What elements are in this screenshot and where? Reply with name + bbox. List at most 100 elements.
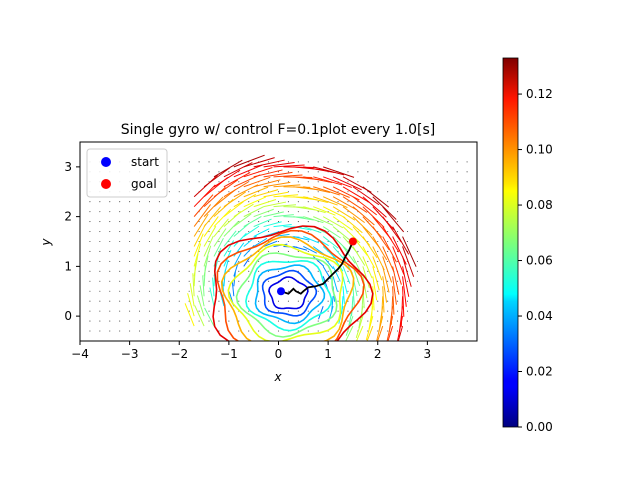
flow-arrow <box>184 303 195 327</box>
flow-arrow <box>313 196 338 206</box>
quiver-dot <box>248 191 250 193</box>
y-axis-label: y <box>39 238 53 247</box>
quiver-dot <box>168 191 170 193</box>
quiver-dot <box>178 280 180 282</box>
quiver-dot <box>307 300 309 302</box>
quiver-dot <box>258 300 260 302</box>
quiver-dot <box>109 290 111 292</box>
quiver-dot <box>198 320 200 322</box>
quiver-dot <box>406 161 409 163</box>
quiver-dot <box>228 310 230 312</box>
flow-arrow <box>243 176 271 188</box>
quiver-dot <box>347 280 349 282</box>
quiver-dot <box>148 221 151 223</box>
quiver-dot <box>307 250 309 252</box>
quiver-dot <box>258 211 260 213</box>
quiver-dot <box>387 250 389 252</box>
quiver-dot <box>168 250 170 252</box>
quiver-dot <box>297 240 299 243</box>
flow-arrow <box>342 196 368 213</box>
quiver-dot <box>436 290 438 292</box>
quiver-dot <box>406 171 409 173</box>
quiver-dot <box>119 250 121 252</box>
quiver-dot <box>317 310 319 312</box>
quiver-dot <box>287 300 289 302</box>
quiver-dot <box>466 240 468 243</box>
quiver-dot <box>89 320 91 322</box>
contour-loop <box>235 252 338 338</box>
quiver-dot <box>397 171 399 173</box>
quiver-dot <box>109 260 111 262</box>
quiver-dot <box>426 250 428 252</box>
quiver-dot <box>287 201 289 203</box>
quiver-dot <box>218 280 220 282</box>
flow-arrow <box>233 223 250 237</box>
quiver-dot <box>456 171 458 173</box>
quiver-dot <box>168 240 170 243</box>
flow-arrow <box>273 164 305 168</box>
quiver-dot <box>148 270 151 272</box>
quiver-dot <box>258 270 260 272</box>
flow-arrow <box>193 243 202 267</box>
colorbar: 0.00 0.02 0.04 0.06 0.08 0.10 0.12 <box>502 57 553 434</box>
quiver-dot <box>357 201 359 203</box>
flow-arrow <box>323 166 355 178</box>
quiver-dot <box>436 320 438 322</box>
flow-arrow <box>263 171 293 178</box>
flow-arrow <box>362 246 375 269</box>
quiver-dot <box>99 300 101 302</box>
quiver-dot <box>139 270 141 272</box>
flow-arrow <box>342 216 363 234</box>
quiver-dot <box>406 330 409 332</box>
quiver-dot <box>367 300 369 302</box>
quiver-dot <box>327 240 329 243</box>
quiver-dot <box>178 300 180 302</box>
quiver-dot <box>248 181 250 183</box>
quiver-dot <box>466 330 468 332</box>
quiver-dot <box>119 290 121 292</box>
quiver-dot <box>168 161 170 163</box>
flow-arrow <box>213 208 232 227</box>
flow-arrow <box>203 196 224 217</box>
quiver-dot <box>99 270 101 272</box>
flow-arrow <box>193 194 214 217</box>
flow-arrow <box>351 296 354 317</box>
quiver-dot <box>347 310 349 312</box>
quiver-dot <box>218 310 220 312</box>
quiver-dot <box>158 231 160 233</box>
quiver-dot <box>436 221 438 223</box>
quiver-dot <box>148 280 151 282</box>
markers-group <box>276 237 357 296</box>
quiver-dot <box>436 270 438 272</box>
quiver-dot <box>89 270 91 272</box>
quiver-dot <box>436 330 438 332</box>
flow-arrow <box>402 266 410 297</box>
flow-arrow <box>402 246 415 277</box>
quiver-dot <box>426 330 428 332</box>
quiver-dot <box>109 211 111 213</box>
flow-arrow <box>313 216 334 226</box>
quiver-dot <box>426 221 428 223</box>
colorbar-tick-label: 0.08 <box>526 198 553 212</box>
flow-arrow <box>342 286 345 304</box>
quiver-dot <box>317 161 319 163</box>
flow-arrow <box>402 286 405 317</box>
flow-arrow <box>253 218 272 228</box>
quiver-dot <box>436 231 438 233</box>
quiver-dot <box>198 280 200 282</box>
legend-start-label: start <box>131 155 159 169</box>
quiver-dot <box>307 171 309 173</box>
flow-arrow <box>303 216 324 224</box>
quiver-dot <box>377 181 379 183</box>
quiver-dot <box>466 280 468 282</box>
quiver-dot <box>248 221 250 223</box>
quiver-dot <box>139 211 141 213</box>
flow-arrow <box>362 216 383 238</box>
quiver-dot <box>436 171 438 173</box>
quiver-dot <box>198 161 200 163</box>
quiver-dot <box>436 310 438 312</box>
quiver-dot <box>436 300 438 302</box>
quiver-dot <box>426 201 428 203</box>
quiver-dot <box>327 300 329 302</box>
quiver-dot <box>89 201 91 203</box>
